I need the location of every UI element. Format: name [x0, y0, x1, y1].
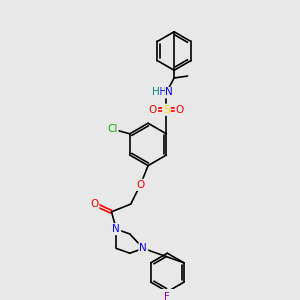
Text: N: N	[166, 87, 173, 98]
Text: O: O	[149, 105, 157, 115]
Text: N: N	[112, 224, 120, 234]
Text: NH: NH	[152, 87, 167, 98]
Text: O: O	[90, 199, 98, 209]
Text: O: O	[176, 105, 184, 115]
Text: S: S	[163, 105, 170, 115]
Text: N: N	[140, 243, 147, 254]
Text: Cl: Cl	[107, 124, 118, 134]
Text: F: F	[164, 292, 170, 300]
Text: O: O	[136, 180, 145, 190]
Text: H: H	[152, 87, 160, 98]
